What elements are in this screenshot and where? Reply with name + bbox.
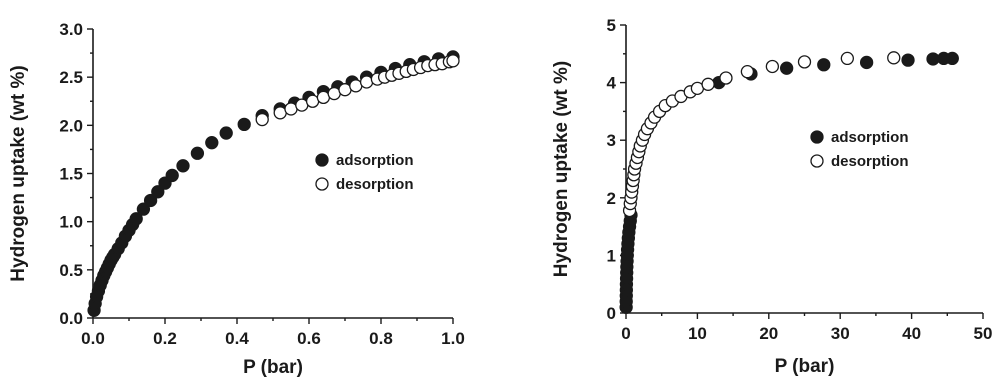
adsorption-point	[901, 53, 915, 67]
x-tick-label: 50	[974, 324, 993, 343]
adsorption-point	[219, 126, 233, 140]
x-axis-label: P (bar)	[243, 357, 303, 378]
legend-label-adsorption: adsorption	[831, 129, 909, 146]
y-tick-label: 1	[607, 246, 616, 265]
legend-label-desorption: desorption	[831, 153, 909, 170]
adsorption-point	[136, 202, 151, 216]
legend-label-desorption: desorption	[336, 176, 414, 193]
legend-label-adsorption: adsorption	[336, 152, 414, 169]
y-tick-label: 1.0	[59, 213, 83, 232]
adsorption-point	[859, 55, 874, 70]
adsorption-point	[237, 117, 251, 132]
y-axis-label: Hydrogen uptake (wt %)	[551, 61, 572, 277]
y-tick-label: 2	[607, 189, 616, 208]
x-tick-label: 0.4	[225, 329, 249, 348]
x-tick-label: 0	[621, 324, 630, 343]
y-axis-label: Hydrogen uptake (wt %)	[8, 65, 29, 281]
adsorption-point	[165, 168, 179, 183]
y-tick-label: 0	[607, 304, 616, 323]
adsorption-point	[945, 51, 959, 66]
adsorption-point	[129, 212, 143, 226]
adsorption-point	[176, 159, 190, 173]
x-tick-label: 0.2	[153, 329, 177, 348]
adsorption-point	[205, 136, 219, 150]
y-tick-label: 1.5	[59, 165, 83, 184]
desorption-point	[719, 71, 733, 85]
x-tick-label: 0.6	[297, 329, 321, 348]
x-tick-label: 10	[688, 324, 707, 343]
x-axis-label: P (bar)	[775, 356, 835, 377]
adsorption-point	[151, 185, 165, 199]
x-tick-label: 20	[759, 324, 778, 343]
y-tick-label: 2.0	[59, 116, 83, 135]
adsorption-point	[780, 61, 794, 75]
x-tick-label: 0.0	[81, 329, 105, 348]
desorption-point	[701, 77, 715, 91]
desorption-point	[797, 55, 812, 69]
legend-marker-desorption	[315, 177, 329, 191]
x-tick-label: 30	[831, 324, 850, 343]
legend-marker-desorption	[810, 154, 824, 168]
desorption-point	[359, 75, 374, 89]
chart-right-high-pressure: 0 10 20 30 40 50 0 1 2 3 4 5 P (bar) Hydrogen uptake …	[551, 16, 992, 377]
legend-marker-adsorption	[315, 153, 329, 167]
legend-marker-adsorption	[810, 130, 824, 144]
adsorption-point	[143, 193, 158, 208]
chart-left-low-pressure: 0.0 0.2 0.4 0.6 0.8 1.0 0.0 0.5 1.0 1.5 2.0 2.5 3.0 P…	[8, 20, 465, 378]
x-tick-label: 40	[902, 324, 921, 343]
x-tick-label: 1.0	[441, 329, 465, 348]
desorption-point	[446, 54, 460, 68]
adsorption-point	[817, 58, 831, 72]
y-tick-label: 4	[607, 74, 617, 93]
y-tick-label: 0.0	[59, 309, 83, 328]
y-tick-label: 3	[607, 131, 616, 150]
desorption-point	[255, 112, 269, 127]
adsorption-point	[190, 146, 205, 160]
desorption-point	[740, 65, 755, 79]
desorption-point	[840, 51, 854, 66]
y-tick-label: 0.5	[59, 261, 83, 280]
y-tick-label: 2.5	[59, 68, 83, 87]
x-tick-label: 0.8	[369, 329, 393, 348]
desorption-point	[765, 59, 780, 74]
y-tick-label: 3.0	[59, 20, 83, 39]
y-tick-label: 5	[607, 16, 616, 35]
desorption-point	[887, 51, 901, 65]
